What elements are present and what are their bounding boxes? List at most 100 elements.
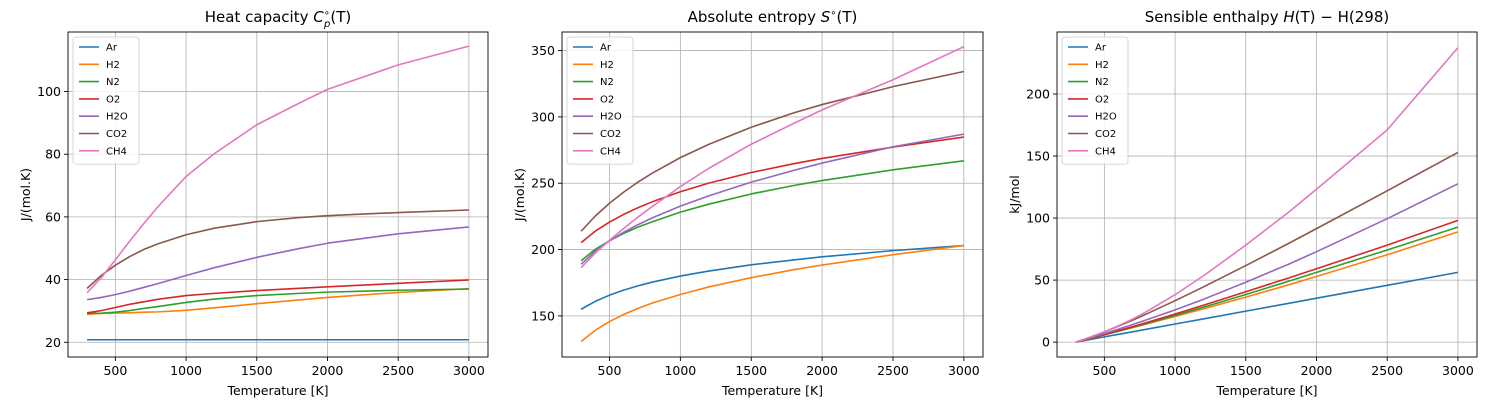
axes-frame [67,31,489,358]
y-tick-label: 150 [1026,149,1050,164]
x-tick-label: 2000 [312,363,344,378]
series-line-ar [1075,271,1459,343]
x-tick-label: 1000 [1159,363,1191,378]
series-line-o2 [1075,219,1459,343]
x-axis-label: Temperature [K] [721,383,823,398]
legend-label-n2: N2 [600,77,614,88]
legend-label-o2: O2 [106,94,120,105]
x-tick-label: 1500 [241,363,273,378]
legend-label-co2: CO2 [1095,129,1116,140]
y-tick-label: 350 [531,43,555,58]
series-line-co2 [580,70,965,232]
y-tick-label: 300 [531,109,555,124]
x-axis-label: Temperature [K] [226,383,328,398]
x-axis-label: Temperature [K] [1215,383,1317,398]
series-line-h2 [87,287,469,316]
legend-label-co2: CO2 [600,129,621,140]
title-text: Sensible enthalpy [1145,8,1284,26]
x-tick-label: 2500 [1371,363,1403,378]
ticks: 500 1000 1500 2000 2500 3000 150 200 250 300 350 [531,43,980,378]
title-tail: (T) [330,8,351,26]
legend-label-ch4: CH4 [600,146,621,157]
series-line-ch4 [86,45,470,294]
legend-label-ar: Ar [1095,43,1107,54]
x-tick-label: 3000 [1442,363,1474,378]
title-sup: ∘ [324,8,330,19]
x-tick-label: 500 [1092,363,1116,378]
series-lines [86,45,470,341]
title-math: C [313,8,324,26]
y-axis-label: J/(mol.K) [18,168,33,222]
legend-label-ar: Ar [600,43,612,54]
chart-panel-3: 500 1000 1500 2000 2500 3000 0 50 100 150 200 Sensi… [1007,8,1478,398]
y-tick-label: 250 [531,176,555,191]
legend-label-h2: H2 [1095,60,1109,71]
series-line-h2o [1075,183,1459,343]
chart-panel-1: 500 1000 1500 2000 2500 3000 20 40 60 80 100 Heat c… [18,8,489,398]
y-tick-label: 200 [531,242,555,257]
series-line-co2 [86,209,469,289]
legend-label-co2: CO2 [106,129,127,140]
x-tick-label: 2500 [877,363,909,378]
axes-frame [1056,31,1478,358]
y-axis-label: kJ/mol [1007,175,1022,213]
x-tick-label: 500 [598,363,622,378]
series-line-h2 [1075,231,1459,343]
title-tail: (T) [837,8,858,26]
legend: Ar H2 N2 O2 H2O CO2 CH4 [1061,36,1129,165]
series-line-h2 [580,244,964,343]
legend: Ar H2 N2 O2 H2O CO2 CH4 [566,36,634,165]
x-tick-label: 2000 [1301,363,1333,378]
legend-box [566,36,634,165]
series-lines [1075,47,1459,343]
title-sup: ∘ [830,8,836,19]
series-line-o2 [86,279,469,314]
y-tick-label: 100 [1026,211,1050,226]
series-line-n2 [87,288,469,315]
ticks: 500 1000 1500 2000 2500 3000 0 50 100 150 200 [1026,87,1474,378]
legend-label-h2: H2 [600,60,614,71]
legend-label-h2o: H2O [600,112,622,123]
series-line-ch4 [1075,47,1459,343]
x-tick-label: 1500 [735,363,767,378]
y-tick-label: 150 [531,308,555,323]
x-tick-label: 2000 [806,363,838,378]
series-line-h2o [580,133,965,265]
x-tick-label: 1000 [170,363,202,378]
legend-label-ch4: CH4 [106,146,127,157]
legend: Ar H2 N2 O2 H2O CO2 CH4 [72,36,140,165]
series-line-co2 [1075,151,1459,343]
legend-box [72,36,140,165]
y-tick-label: 0 [1042,335,1050,350]
series-line-ar [580,244,964,310]
y-tick-label: 60 [45,209,61,224]
y-tick-label: 100 [37,84,61,99]
x-tick-label: 1000 [664,363,696,378]
x-tick-label: 3000 [453,363,485,378]
title-tail: (T) − H(298) [1295,8,1390,26]
legend-label-o2: O2 [600,94,614,105]
x-tick-label: 1500 [1230,363,1262,378]
series-line-o2 [580,136,964,244]
title-math: S [821,8,831,26]
series-line-ch4 [580,45,965,269]
legend-label-n2: N2 [1095,77,1109,88]
title-text: Heat capacity [205,8,313,26]
legend-label-o2: O2 [1095,94,1109,105]
y-axis-label: J/(mol.K) [512,168,527,222]
chart-title: Absolute entropy S∘(T) [688,8,858,26]
x-tick-label: 2500 [382,363,414,378]
legend-label-ar: Ar [106,43,118,54]
legend-label-ch4: CH4 [1095,146,1116,157]
legend-label-h2o: H2O [1095,112,1117,123]
title-text: Absolute entropy [688,8,821,26]
axes-frame [561,31,984,358]
x-tick-label: 500 [103,363,127,378]
series-lines [580,45,965,343]
y-tick-label: 80 [45,147,61,162]
legend-label-h2o: H2O [106,112,128,123]
grid [1057,32,1477,357]
chart-panel-2: 500 1000 1500 2000 2500 3000 150 200 250 300 350 Ab… [512,8,984,398]
x-tick-label: 3000 [948,363,980,378]
